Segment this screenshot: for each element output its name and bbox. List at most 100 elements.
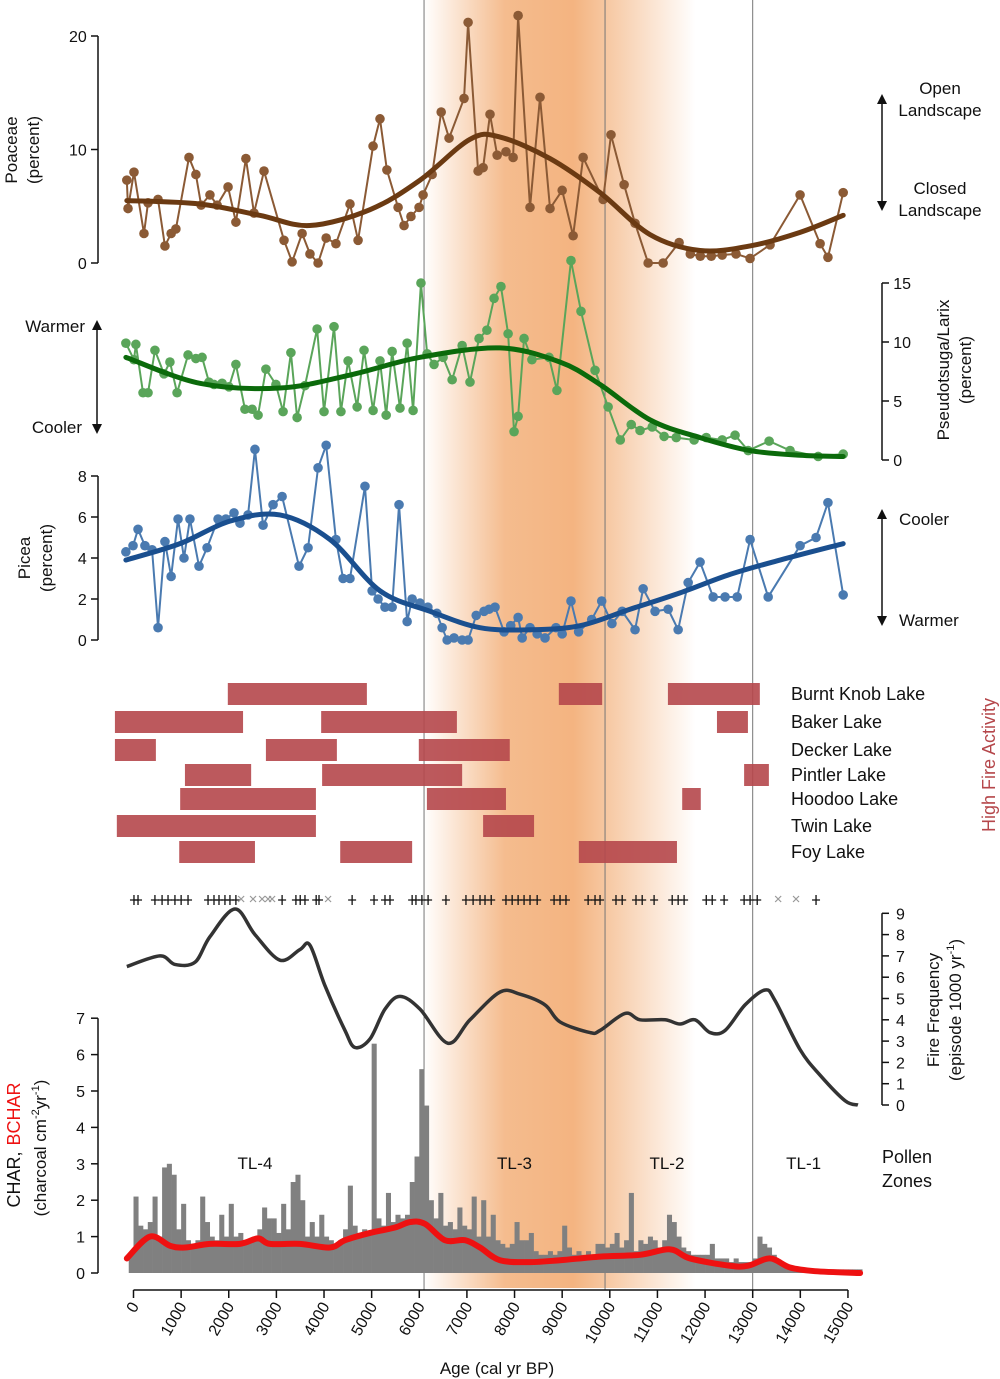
picea-data-point xyxy=(557,629,567,639)
fire-episode-marker xyxy=(469,895,478,905)
poaceae-data-point xyxy=(305,249,315,259)
pseudotsuga-data-point xyxy=(247,404,257,415)
char-bar xyxy=(438,1192,444,1273)
poaceae-data-point xyxy=(568,230,578,241)
char-bar xyxy=(362,1229,368,1273)
temperature-arrow-right-icon-up-head xyxy=(877,509,887,519)
picea-data-point xyxy=(128,540,138,551)
picea-data-point xyxy=(596,596,607,606)
char-bar xyxy=(147,1222,153,1273)
char-bar xyxy=(166,1163,172,1273)
picea-trend-curve xyxy=(123,511,846,633)
char-bar xyxy=(319,1214,325,1273)
picea-data-point xyxy=(823,497,833,508)
pseudotsuga-data-point xyxy=(261,364,271,374)
minor-fire-episode-marker xyxy=(258,895,266,903)
poaceae-data-point xyxy=(279,235,289,246)
char-bar xyxy=(590,1254,596,1273)
x-tick-label: 7000 xyxy=(444,1299,477,1338)
picea-y-tick-label: 8 xyxy=(78,469,87,486)
char-bar xyxy=(424,1105,430,1273)
char-y-tick-label: 0 xyxy=(76,1266,85,1283)
fire-episode-marker xyxy=(720,895,729,905)
char-bar xyxy=(686,1251,692,1273)
fire-episode-marker xyxy=(385,895,394,905)
char-bar xyxy=(200,1196,206,1273)
fire-activity-bar xyxy=(426,788,506,810)
picea-data-point xyxy=(250,444,260,455)
char-bar xyxy=(447,1222,453,1273)
pseudotsuga-data-point xyxy=(416,278,426,288)
high-fire-activity-label: High Fire Activity xyxy=(979,698,999,832)
pseudotsuga-trend-curve xyxy=(123,345,846,459)
poaceae-data-point xyxy=(606,129,616,140)
picea-data-point xyxy=(838,590,848,600)
char-bar xyxy=(552,1254,558,1273)
char-label-text: CHAR, xyxy=(4,1152,24,1208)
char-bar xyxy=(357,1232,363,1273)
poaceae-data-point xyxy=(492,150,502,160)
poaceae-data-point xyxy=(658,258,668,268)
poaceae-data-point xyxy=(525,202,535,213)
char-bar xyxy=(376,1218,382,1273)
fire-frequency-y-tick-label: 5 xyxy=(896,992,905,1009)
char-y-tick-label: 5 xyxy=(76,1084,85,1101)
char-bar xyxy=(181,1203,187,1273)
pseudotsuga-data-point xyxy=(503,328,513,339)
poaceae-data-point xyxy=(123,203,133,214)
picea-data-point xyxy=(517,633,527,643)
char-bar xyxy=(143,1229,149,1273)
pseudotsuga-data-point xyxy=(576,306,586,317)
poaceae-data-point xyxy=(160,241,170,251)
fire-activity-bar xyxy=(418,739,510,761)
pseudotsuga-unit: (percent) xyxy=(956,336,975,404)
cooler-label-left: Cooler xyxy=(32,418,82,437)
fire-frequency-y-tick-label: 3 xyxy=(896,1034,905,1051)
pseudotsuga-data-point xyxy=(183,350,193,360)
pseudotsuga-y-tick-label: 5 xyxy=(893,394,902,411)
fire-frequency-unit-text: (episode 1000 yr xyxy=(946,954,965,1081)
char-label: CHAR, BCHAR xyxy=(4,1082,24,1207)
fire-activity-bar xyxy=(744,764,769,786)
poaceae-data-point xyxy=(508,152,518,163)
lake-label: Hoodoo Lake xyxy=(791,789,898,809)
fire-episode-marker xyxy=(487,895,496,905)
picea-data-point xyxy=(745,534,755,545)
char-bar xyxy=(290,1182,296,1273)
closed-landscape-label-2: Landscape xyxy=(898,201,981,220)
poaceae-data-point xyxy=(231,217,241,227)
pseudotsuga-data-point xyxy=(590,365,600,376)
char-bar xyxy=(295,1174,301,1273)
poaceae-data-point xyxy=(191,169,201,180)
x-tick-label: 0 xyxy=(124,1299,143,1315)
fire-activity-bar xyxy=(180,788,316,810)
picea-data-point xyxy=(638,583,648,594)
char-bar xyxy=(400,1218,406,1273)
poaceae-data-point xyxy=(297,228,307,239)
fire-frequency-curve xyxy=(126,907,859,1107)
picea-data-point xyxy=(268,499,278,510)
picea-data-point xyxy=(463,635,473,645)
picea-data-point xyxy=(650,606,660,617)
pseudotsuga-data-point xyxy=(552,385,562,396)
picea-data-point xyxy=(229,508,239,518)
picea-data-point xyxy=(313,463,323,473)
char-bar xyxy=(581,1254,587,1273)
x-tick-label: 14000 xyxy=(773,1299,810,1346)
pseudotsuga-data-point xyxy=(395,403,405,413)
fire-episode-marker xyxy=(315,895,324,905)
pseudotsuga-data-point xyxy=(509,426,519,437)
picea-data-point xyxy=(133,524,143,535)
fire-activity-bar xyxy=(322,764,463,786)
poaceae-data-point xyxy=(643,258,653,268)
char-bar xyxy=(490,1214,496,1273)
char-bar xyxy=(223,1236,230,1273)
poaceae-data-point xyxy=(815,238,825,249)
pseudotsuga-data-point xyxy=(496,281,506,292)
pseudotsuga-data-point xyxy=(131,339,141,350)
poaceae-data-point xyxy=(406,211,416,222)
char-bar xyxy=(662,1240,668,1273)
fire-frequency-unit-sup: -1 xyxy=(945,945,957,955)
fire-frequency-y-tick-label: 1 xyxy=(896,1077,905,1094)
